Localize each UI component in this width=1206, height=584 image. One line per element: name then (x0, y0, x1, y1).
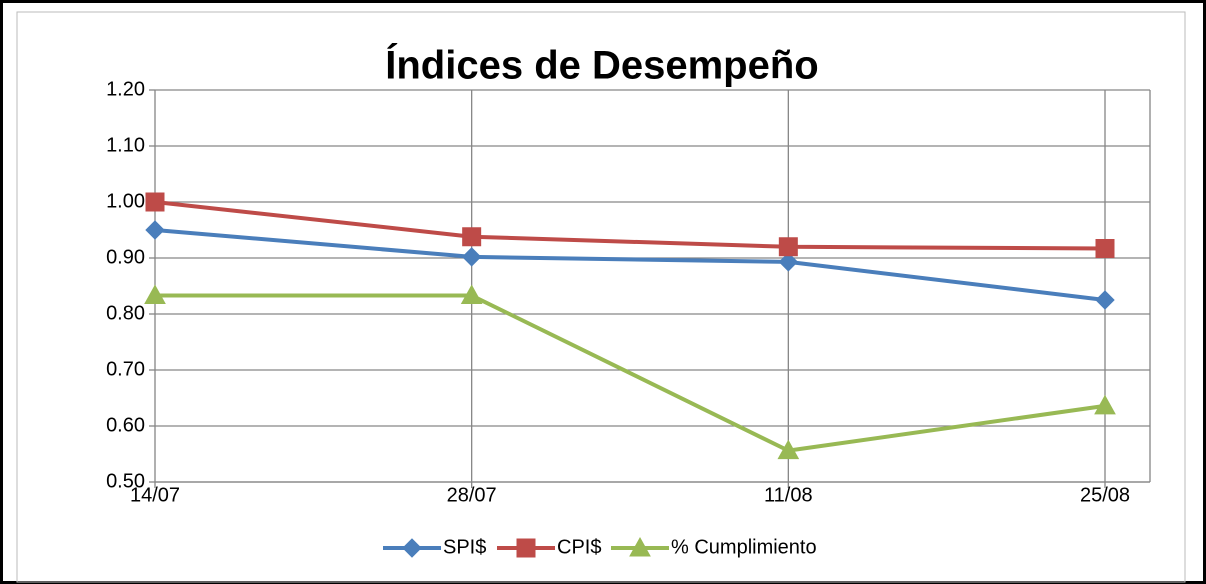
data-point (778, 237, 798, 257)
x-tick-label: 28/07 (447, 484, 497, 506)
data-point (778, 252, 799, 272)
y-tick-label: 1.20 (106, 78, 145, 100)
data-point (1095, 290, 1115, 310)
x-tick-label: 25/08 (1080, 484, 1130, 506)
legend-label: CPI$ (557, 536, 601, 558)
data-point (462, 227, 482, 247)
legend-marker (402, 538, 422, 558)
y-tick-label: 1.10 (106, 134, 145, 156)
y-tick-label: 0.70 (106, 358, 145, 380)
chart-area (16, 11, 1186, 583)
legend-label: % Cumplimiento (671, 536, 817, 558)
data-point (144, 284, 166, 305)
series-line (154, 200, 1106, 251)
legend-marker (629, 536, 651, 557)
legend-label: SPI$ (443, 536, 486, 558)
chart-title: Índices de Desempeño (385, 43, 818, 88)
y-tick-label: 1.00 (106, 190, 145, 212)
data-point (461, 247, 482, 267)
series-line (155, 293, 1106, 453)
x-tick-label: 11/08 (764, 484, 813, 506)
data-point (145, 220, 165, 240)
y-tick-label: 0.80 (106, 302, 145, 324)
data-point (1094, 394, 1116, 415)
data-point (145, 192, 165, 212)
data-point (1095, 238, 1115, 258)
data-point (460, 284, 483, 305)
series-line (154, 228, 1106, 302)
x-tick-label: 14/07 (130, 484, 180, 506)
y-tick-label: 0.60 (106, 414, 145, 436)
y-tick-label: 0.50 (106, 470, 145, 492)
y-tick-label: 0.90 (106, 246, 145, 268)
data-point (777, 439, 800, 460)
legend-marker (516, 538, 536, 558)
